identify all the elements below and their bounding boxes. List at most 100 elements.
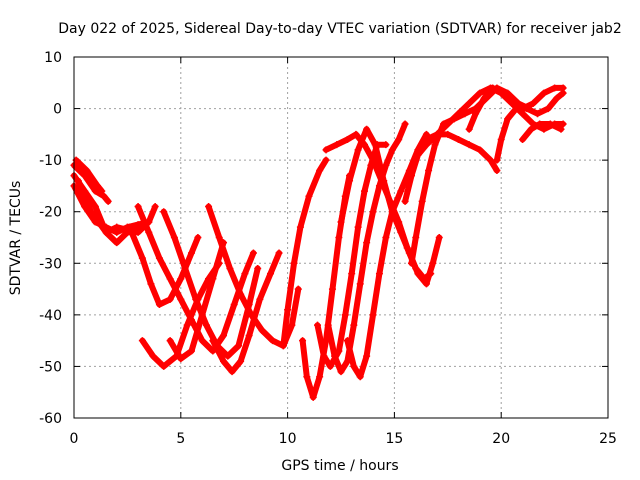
data-point-marker <box>126 223 134 231</box>
data-point-marker <box>333 141 341 149</box>
data-point-marker <box>337 218 345 226</box>
series-track-22 <box>422 130 501 174</box>
data-point-marker <box>209 337 217 345</box>
data-point-marker <box>299 337 307 345</box>
data-point-marker <box>100 192 108 200</box>
data-point-marker <box>382 141 390 149</box>
tick-labels: 0 5 10 15 20 25 -60 -50 -40 -30 -20 -10 0 10 <box>39 50 617 447</box>
data-point-marker <box>493 156 501 164</box>
data-point-marker <box>444 130 452 138</box>
data-point-marker <box>360 141 368 149</box>
data-point-marker <box>407 259 415 267</box>
data-point-marker <box>403 244 411 252</box>
y-tick-label: 10 <box>44 50 62 66</box>
data-point-marker <box>493 166 501 174</box>
data-point-marker <box>412 234 420 241</box>
data-point-marker <box>320 352 328 360</box>
data-point-marker <box>113 239 121 247</box>
data-point-marker <box>234 342 242 350</box>
data-point-marker <box>83 166 91 174</box>
data-point-marker <box>401 120 409 128</box>
series-track-12 <box>209 249 283 376</box>
data-point-marker <box>166 337 174 345</box>
data-point-marker <box>346 177 354 185</box>
data-point-marker <box>504 115 512 123</box>
data-point-marker <box>160 362 168 370</box>
data-point-marker <box>559 84 567 92</box>
series-trace <box>205 203 302 349</box>
data-point-marker <box>489 84 497 92</box>
data-point-marker <box>378 177 386 185</box>
data-point-marker <box>435 234 443 241</box>
data-point-marker <box>177 295 185 303</box>
series-trace <box>344 131 430 380</box>
data-point-marker <box>183 321 191 329</box>
data-point-marker <box>341 311 349 319</box>
data-point-marker <box>534 110 542 118</box>
data-point-marker <box>322 156 330 164</box>
series-track-16 <box>324 120 409 376</box>
series-track-25 <box>465 84 567 133</box>
data-point-marker <box>160 208 168 216</box>
x-tick-label: 5 <box>176 431 185 447</box>
data-point-marker <box>269 337 277 345</box>
data-point-marker <box>433 130 441 138</box>
data-point-marker <box>177 355 185 363</box>
data-point-marker <box>551 84 559 92</box>
data-point-marker <box>444 120 452 128</box>
data-point-marker <box>454 136 462 144</box>
data-point-marker <box>465 141 473 149</box>
data-point-marker <box>343 136 351 144</box>
data-point-marker <box>508 94 516 102</box>
series-trace <box>209 250 283 375</box>
data-point-marker <box>363 352 371 360</box>
data-point-marker <box>198 311 206 319</box>
data-point-marker <box>166 295 174 303</box>
data-point-marker <box>256 295 264 303</box>
data-point-marker <box>350 321 358 329</box>
data-point-marker <box>98 187 106 195</box>
data-point-marker <box>104 197 112 205</box>
data-point-marker <box>375 270 383 278</box>
data-point-marker <box>335 234 343 241</box>
data-point-marker <box>414 151 422 159</box>
data-point-marker <box>356 373 364 381</box>
data-point-marker <box>480 94 488 102</box>
data-point-marker <box>170 234 178 241</box>
data-point-marker <box>465 99 473 107</box>
data-point-marker <box>529 99 537 107</box>
data-point-marker <box>87 208 95 216</box>
data-point-marker <box>303 373 311 381</box>
data-point-marker <box>540 89 548 97</box>
data-point-marker <box>192 295 200 303</box>
y-tick-label: -10 <box>39 153 62 169</box>
data-point-marker <box>284 306 292 314</box>
data-point-marker <box>228 368 236 376</box>
data-point-marker <box>519 136 527 144</box>
data-point-marker <box>497 89 505 97</box>
data-point-marker <box>324 321 332 329</box>
data-point-marker <box>544 105 552 113</box>
data-point-marker <box>149 352 157 360</box>
data-point-marker <box>226 264 234 272</box>
y-tick-label: -20 <box>39 205 62 221</box>
data-point-marker <box>187 347 195 355</box>
data-point-marker <box>187 316 195 324</box>
data-point-marker <box>350 362 358 370</box>
series-trace <box>139 260 223 370</box>
data-point-marker <box>382 234 390 241</box>
data-point-marker <box>527 125 535 133</box>
series-track-6 <box>126 223 202 309</box>
data-point-marker <box>425 166 433 174</box>
data-point-marker <box>134 223 142 231</box>
data-point-marker <box>279 342 287 350</box>
data-point-marker <box>497 136 505 144</box>
series-trace <box>73 157 105 195</box>
data-point-marker <box>102 228 110 236</box>
data-point-marker <box>326 362 334 370</box>
chart-title: Day 022 of 2025, Sidereal Day-to-day VTE… <box>58 21 621 37</box>
data-point-marker <box>155 254 163 262</box>
data-point-marker <box>553 94 561 102</box>
data-point-marker <box>369 208 377 216</box>
